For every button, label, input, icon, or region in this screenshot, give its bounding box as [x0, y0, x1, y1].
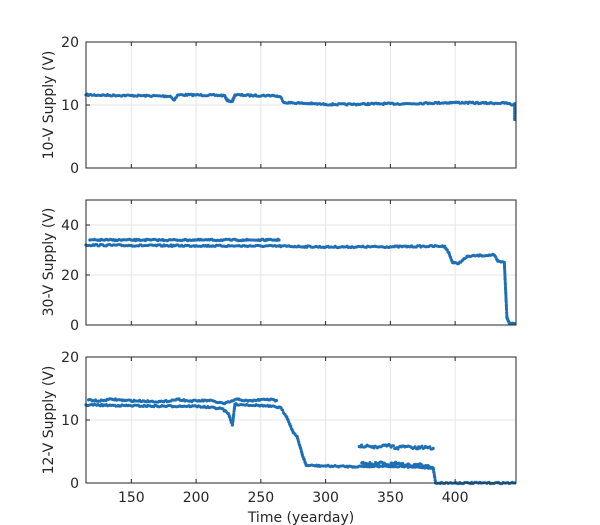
x-tick-label: 300 — [312, 490, 339, 506]
data-point — [232, 412, 236, 416]
y-tick-label: 0 — [70, 476, 79, 492]
data-point — [513, 104, 517, 108]
panel-10v-supply: 0 10 20 10-V Supply (V) — [41, 35, 517, 177]
x-tick-label: 400 — [442, 490, 469, 506]
data-point — [289, 424, 293, 428]
axes-box — [85, 199, 517, 326]
data-point — [431, 446, 435, 450]
data-point — [420, 444, 424, 448]
y-tick-label: 20 — [61, 35, 79, 51]
data-point — [277, 238, 281, 242]
data-point — [428, 445, 432, 449]
data-point — [503, 278, 507, 282]
y-tick-label: 40 — [61, 218, 79, 234]
y-tick-label: 10 — [61, 413, 79, 429]
y-axis-label-10v: 10-V Supply (V) — [41, 51, 57, 160]
y-axis-label-12v: 12-V Supply (V) — [41, 366, 57, 475]
y-tick-label: 20 — [61, 350, 79, 366]
data-point — [513, 111, 517, 115]
panel-30v-supply: 0 20 40 30-V Supply (V) — [41, 199, 517, 334]
x-tick-label: 200 — [183, 490, 210, 506]
data-point — [415, 447, 419, 451]
y-tick-label: 0 — [70, 161, 79, 177]
data-point — [432, 468, 436, 472]
data-point — [505, 308, 509, 312]
data-point — [281, 408, 285, 412]
y-tick-label: 10 — [61, 98, 79, 114]
data-point — [427, 465, 431, 469]
data-point — [433, 476, 437, 480]
x-axis-label: Time (yearday) — [247, 510, 354, 525]
x-tick-label: 350 — [377, 490, 404, 506]
y-tick-label: 0 — [70, 318, 79, 334]
data-point — [274, 398, 278, 403]
data-point — [503, 283, 507, 287]
x-tick-label: 150 — [118, 490, 145, 506]
data-point — [391, 444, 395, 448]
y-axis-label-30v: 30-V Supply (V) — [41, 208, 57, 317]
y-tick-label: 20 — [61, 268, 79, 284]
plot-area — [86, 200, 516, 325]
panel-12v-supply: 150 200 250 300 350 400 0 10 20 12-V Supply (V)… — [41, 350, 517, 525]
data-point — [372, 463, 376, 467]
x-tick-label: 250 — [247, 490, 274, 506]
